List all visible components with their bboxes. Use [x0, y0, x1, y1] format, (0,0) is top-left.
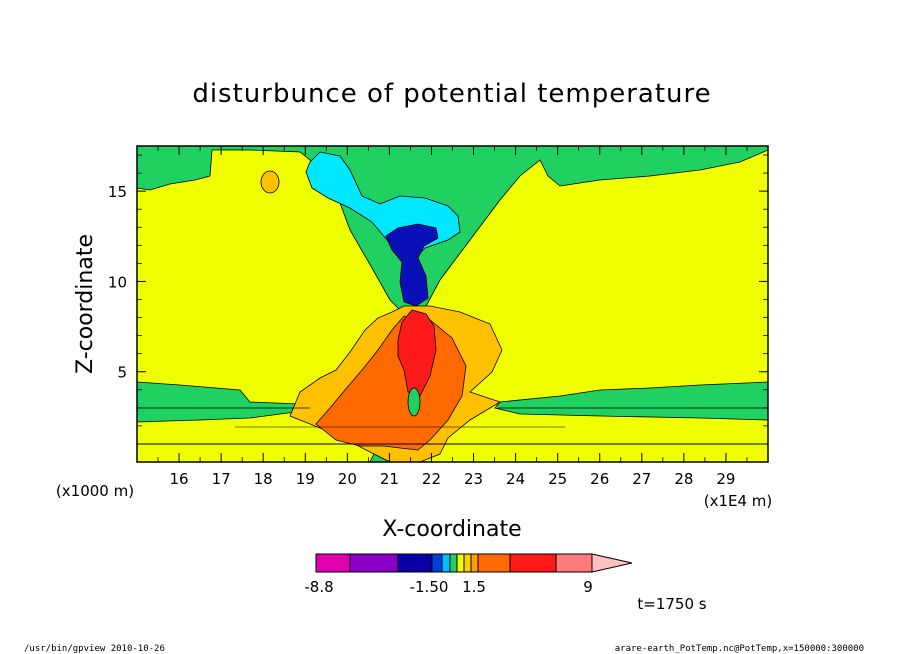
- y-axis-label: Z-coordinate: [73, 234, 98, 374]
- y-axis: 5 10 15: [108, 154, 768, 445]
- x-tick-label: 22: [422, 470, 441, 488]
- footer-left: /usr/bin/gpview 2010-10-26: [24, 644, 165, 654]
- x-unit-label: (x1E4 m): [704, 492, 773, 510]
- field-strong-negative: [385, 223, 439, 307]
- colorbar-segment: [555, 553, 593, 573]
- colorbar: [315, 553, 633, 573]
- y-tick-label: 15: [108, 183, 127, 201]
- colorbar-segment: [477, 553, 511, 573]
- colorbar-segment: [470, 553, 479, 573]
- colorbar-segment: [456, 553, 465, 573]
- x-tick-label: 26: [590, 470, 609, 488]
- colorbar-label-max: 9: [583, 578, 593, 596]
- chart-title: disturbunce of potential temperature: [192, 79, 711, 109]
- x-tick-label: 17: [212, 470, 231, 488]
- colorbar-label-neg: -1.50: [410, 578, 449, 596]
- x-tick-label: 19: [296, 470, 315, 488]
- x-tick-label: 18: [254, 470, 273, 488]
- colorbar-label-min: -8.8: [304, 578, 333, 596]
- plot-area: [137, 146, 768, 462]
- colorbar-segment: [463, 553, 472, 573]
- colorbar-segment: [441, 553, 451, 573]
- y-tick-label: 5: [117, 364, 127, 382]
- colorbar-segment: [315, 553, 351, 573]
- field-feature-small-positive: [260, 170, 280, 194]
- colorbar-segment: [349, 553, 399, 573]
- x-tick-label: 27: [632, 470, 651, 488]
- x-tick-label: 23: [464, 470, 483, 488]
- colorbar-extend-arrow: [591, 553, 633, 573]
- colorbar-label-pos: 1.5: [462, 578, 486, 596]
- x-axis: 16 17 18 19 20 21 22 23 24 25 26 27 28 29: [157, 146, 748, 488]
- y-tick-label: 10: [108, 273, 127, 291]
- x-tick-label: 21: [380, 470, 399, 488]
- x-tick-label: 24: [506, 470, 525, 488]
- y-unit-label: (x1000 m): [56, 482, 134, 500]
- colorbar-segment: [431, 553, 443, 573]
- colorbar-segment: [509, 553, 557, 573]
- x-tick-label: 16: [170, 470, 189, 488]
- x-axis-label: X-coordinate: [382, 517, 521, 542]
- footer-right: arare-earth_PotTemp.nc@PotTemp,x=150000:…: [615, 644, 864, 654]
- x-tick-label: 20: [338, 470, 357, 488]
- field-feature-small-negative: [407, 387, 421, 417]
- field-weak-negative-lower-right: [494, 381, 768, 421]
- time-label: t=1750 s: [637, 595, 706, 613]
- field-strong-positive: [397, 309, 437, 397]
- colorbar-segment: [449, 553, 458, 573]
- x-tick-label: 28: [674, 470, 693, 488]
- x-tick-label: 29: [716, 470, 735, 488]
- x-tick-label: 25: [548, 470, 567, 488]
- colorbar-segment: [397, 553, 433, 573]
